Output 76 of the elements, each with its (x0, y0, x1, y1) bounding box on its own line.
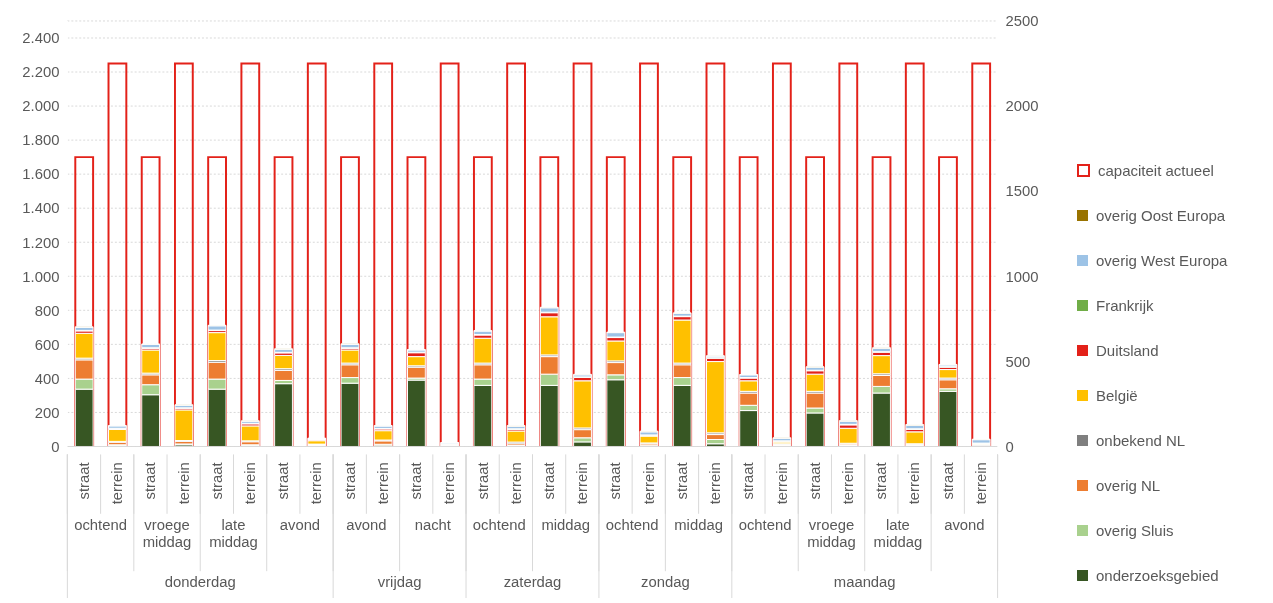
text: ochtend (472, 516, 526, 533)
x-tick-label: terrein (374, 462, 391, 505)
legend-label: onderzoeksgebied (1095, 567, 1219, 584)
text: ochtend (74, 516, 127, 533)
text: vroege middag (807, 516, 856, 551)
x-tick-label: straat (474, 461, 491, 500)
text: ochtend (738, 516, 792, 533)
y-tick-label: 1.000 (22, 268, 60, 285)
x-tick-label: terrein (242, 462, 259, 505)
x-tick-label: terrein (972, 462, 989, 505)
x-tick-label: straat (541, 461, 558, 500)
x-tick-label: straat (341, 461, 358, 500)
x-tick-label: straat (142, 461, 159, 500)
x-tick-label: terrein (175, 462, 192, 505)
y-tick-label: 600 (34, 336, 60, 353)
text: zaterdag (503, 574, 562, 591)
x-tick-label: straat (740, 461, 757, 500)
x-tick-label: straat (806, 461, 823, 500)
y-tick-label: 1.200 (22, 234, 60, 251)
text: ochtend (605, 516, 659, 533)
legend-label: capaciteit actueel (1097, 162, 1214, 179)
y2-tick-label: 500 (1005, 353, 1031, 370)
y-tick-label: 1.800 (22, 132, 60, 149)
y-tick-label: 1.600 (22, 166, 60, 183)
x-tick-label: terrein (574, 462, 591, 505)
y-tick-label: 2.400 (22, 30, 60, 47)
legend-label: Duitsland (1095, 342, 1159, 359)
text: middag (674, 516, 723, 533)
y-tick-label: 0 (51, 438, 60, 455)
y-tick-label: 800 (34, 302, 60, 319)
text: avond (944, 516, 985, 533)
x-tick-label: straat (607, 461, 624, 500)
text: donderdag (164, 574, 236, 591)
text: nacht (414, 516, 452, 533)
x-tick-label: straat (208, 461, 225, 500)
legend-label: overig Sluis (1095, 522, 1174, 539)
y2-tick-label: 2500 (1005, 13, 1039, 30)
x-tick-label: terrein (707, 462, 724, 505)
y2-tick-label: 1500 (1005, 183, 1039, 200)
text: avond (346, 516, 387, 533)
legend-label: overig West Europa (1095, 252, 1228, 269)
legend-label: onbekend NL (1095, 432, 1186, 449)
x-tick-label: terrein (773, 462, 790, 505)
x-tick-label: terrein (840, 462, 857, 505)
text: zondag (641, 574, 690, 591)
text: late middag (873, 516, 923, 551)
legend-label: België (1095, 387, 1138, 404)
text: avond (279, 516, 321, 533)
text: late middag (209, 516, 258, 551)
y-tick-label: 200 (34, 404, 60, 421)
x-tick-label: terrein (906, 462, 923, 505)
x-tick-label: straat (939, 461, 956, 500)
y-tick-label: 2.200 (22, 64, 60, 81)
x-tick-label: straat (75, 461, 92, 500)
x-tick-label: terrein (441, 462, 458, 505)
y-tick-label: 400 (34, 370, 60, 387)
y2-tick-label: 1000 (1005, 268, 1039, 285)
x-tick-label: terrein (308, 462, 325, 505)
y-tick-label: 2.000 (22, 98, 60, 115)
y2-tick-label: 2000 (1005, 98, 1039, 115)
legend-label: overig Oost Europa (1095, 207, 1226, 224)
x-tick-label: straat (275, 461, 292, 500)
text: maandag (833, 574, 896, 591)
y-tick-label: 1.400 (22, 200, 60, 217)
x-tick-label: straat (408, 461, 425, 500)
x-tick-label: terrein (109, 462, 126, 505)
y2-tick-label: 0 (1005, 438, 1014, 455)
x-tick-label: straat (873, 461, 890, 500)
x-tick-label: terrein (640, 462, 657, 505)
text: vrijdag (377, 574, 422, 591)
x-tick-label: straat (673, 461, 690, 500)
text: middag (541, 516, 591, 533)
x-tick-label: terrein (507, 462, 524, 505)
text: vroege middag (142, 516, 192, 551)
legend-label: Frankrijk (1095, 297, 1154, 314)
legend-label: overig NL (1095, 477, 1161, 494)
